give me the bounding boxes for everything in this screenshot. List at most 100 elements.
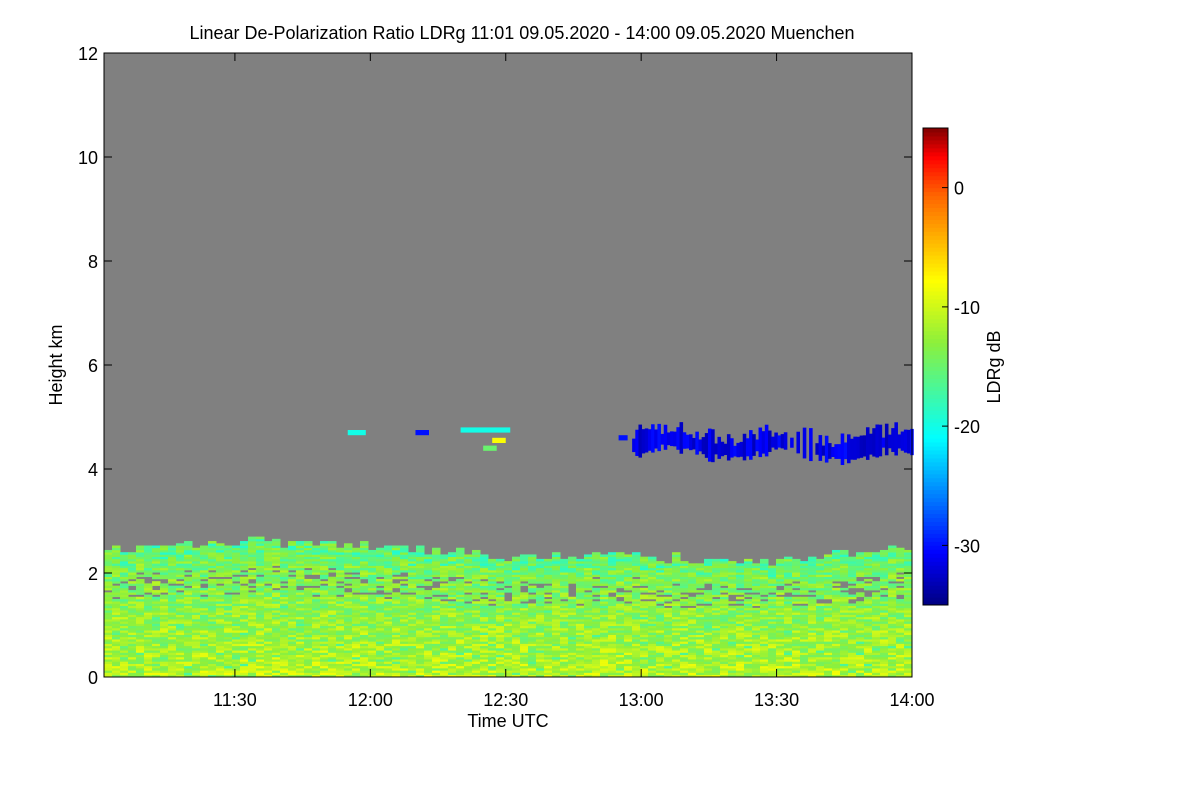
heatmap-cell (624, 603, 633, 606)
heatmap-cell (360, 634, 369, 638)
heatmap-cell (816, 632, 825, 635)
heatmap-cell (256, 656, 265, 660)
heatmap-cell (432, 643, 441, 647)
heatmap-cell (632, 607, 641, 611)
heatmap-cell (408, 636, 417, 640)
heatmap-cell (136, 558, 145, 562)
heatmap-cell (352, 594, 361, 598)
heatmap-cell (784, 567, 793, 571)
heatmap-cell (736, 570, 745, 573)
heatmap-cell (328, 547, 337, 551)
heatmap-cell (320, 616, 329, 620)
heatmap-cell (608, 672, 617, 676)
heatmap-cell (736, 627, 745, 631)
heatmap-cell (120, 594, 129, 598)
heatmap-cell (808, 643, 817, 647)
heatmap-cell (792, 634, 801, 638)
heatmap-cell (160, 632, 169, 635)
heatmap-cell (328, 543, 337, 546)
heatmap-cell (376, 616, 385, 620)
heatmap-cell (416, 619, 425, 622)
heatmap-cell (168, 561, 177, 564)
heatmap-cell (832, 574, 841, 578)
heatmap-cell (248, 625, 257, 629)
heatmap-cell (200, 570, 209, 573)
heatmap-cell (256, 616, 265, 620)
heatmap-cell (544, 668, 553, 671)
heatmap-cell (752, 610, 761, 613)
heatmap-cell (488, 581, 497, 584)
heatmap-cell (456, 552, 465, 555)
heatmap-cell (664, 567, 673, 571)
heatmap-cell (112, 545, 121, 549)
heatmap-cell (216, 652, 225, 656)
heatmap-cell (704, 592, 713, 595)
heatmap-cell (304, 547, 313, 551)
heatmap-cell (336, 625, 345, 629)
heatmap-cell (328, 656, 337, 660)
heatmap-cell (648, 570, 657, 573)
heatmap-cell (328, 663, 337, 667)
heatmap-cell (696, 623, 705, 627)
heatmap-cell (808, 670, 817, 673)
heatmap-cell (688, 639, 697, 642)
heatmap-cell (808, 663, 817, 667)
heatmap-cell (152, 614, 161, 618)
heatmap-cell (456, 619, 465, 622)
heatmap-cell (816, 643, 825, 647)
heatmap-cell (728, 654, 737, 658)
heatmap-cell (176, 605, 185, 609)
heatmap-cell (560, 661, 569, 664)
heatmap-cell (152, 636, 161, 640)
heatmap-cell (136, 583, 145, 586)
heatmap-cell (824, 672, 833, 676)
heatmap-cell (648, 572, 657, 575)
heatmap-cell (736, 643, 745, 647)
heatmap-cell (512, 661, 521, 664)
heatmap-cell (440, 663, 449, 667)
heatmap-cell (792, 601, 801, 604)
heatmap-cell (824, 585, 833, 589)
heatmap-cell (136, 672, 145, 676)
heatmap-cell (184, 659, 193, 662)
heatmap-cell (440, 627, 449, 631)
heatmap-cell (344, 612, 353, 615)
heatmap-cell (616, 612, 625, 615)
heatmap-cell (296, 549, 305, 553)
heatmap-cell (656, 665, 665, 669)
heatmap-cell (800, 636, 809, 640)
heatmap-cell (208, 641, 217, 644)
heatmap-cell (472, 556, 481, 560)
heatmap-cell (840, 661, 849, 664)
heatmap-cell (576, 610, 585, 613)
heatmap-cell (120, 674, 129, 678)
heatmap-cell (104, 643, 113, 647)
heatmap-cell (392, 643, 401, 647)
heatmap-cell (168, 603, 177, 606)
heatmap-cell (848, 661, 857, 664)
heatmap-cell (312, 648, 321, 651)
heatmap-cell (128, 601, 137, 604)
heatmap-cell (736, 565, 745, 569)
heatmap-cell (624, 607, 633, 611)
heatmap-cell (840, 663, 849, 667)
heatmap-cell (720, 594, 729, 598)
heatmap-cell (664, 610, 673, 613)
heatmap-cell (528, 648, 537, 651)
heatmap-cell (768, 672, 777, 676)
heatmap-cell (696, 605, 705, 609)
heatmap-cell (648, 627, 657, 631)
heatmap-cell (440, 654, 449, 658)
heatmap-cell (728, 636, 737, 640)
heatmap-cell (384, 583, 393, 586)
heatmap-cell (240, 616, 249, 620)
heatmap-cell (816, 619, 825, 622)
heatmap-cell (736, 652, 745, 656)
heatmap-cell (392, 601, 401, 604)
heatmap-cell (672, 576, 681, 580)
heatmap-cell (800, 656, 809, 660)
heatmap-cell (128, 665, 137, 669)
heatmap-cell (624, 634, 633, 638)
heatmap-cell (224, 552, 233, 555)
heatmap-cell (624, 572, 633, 575)
